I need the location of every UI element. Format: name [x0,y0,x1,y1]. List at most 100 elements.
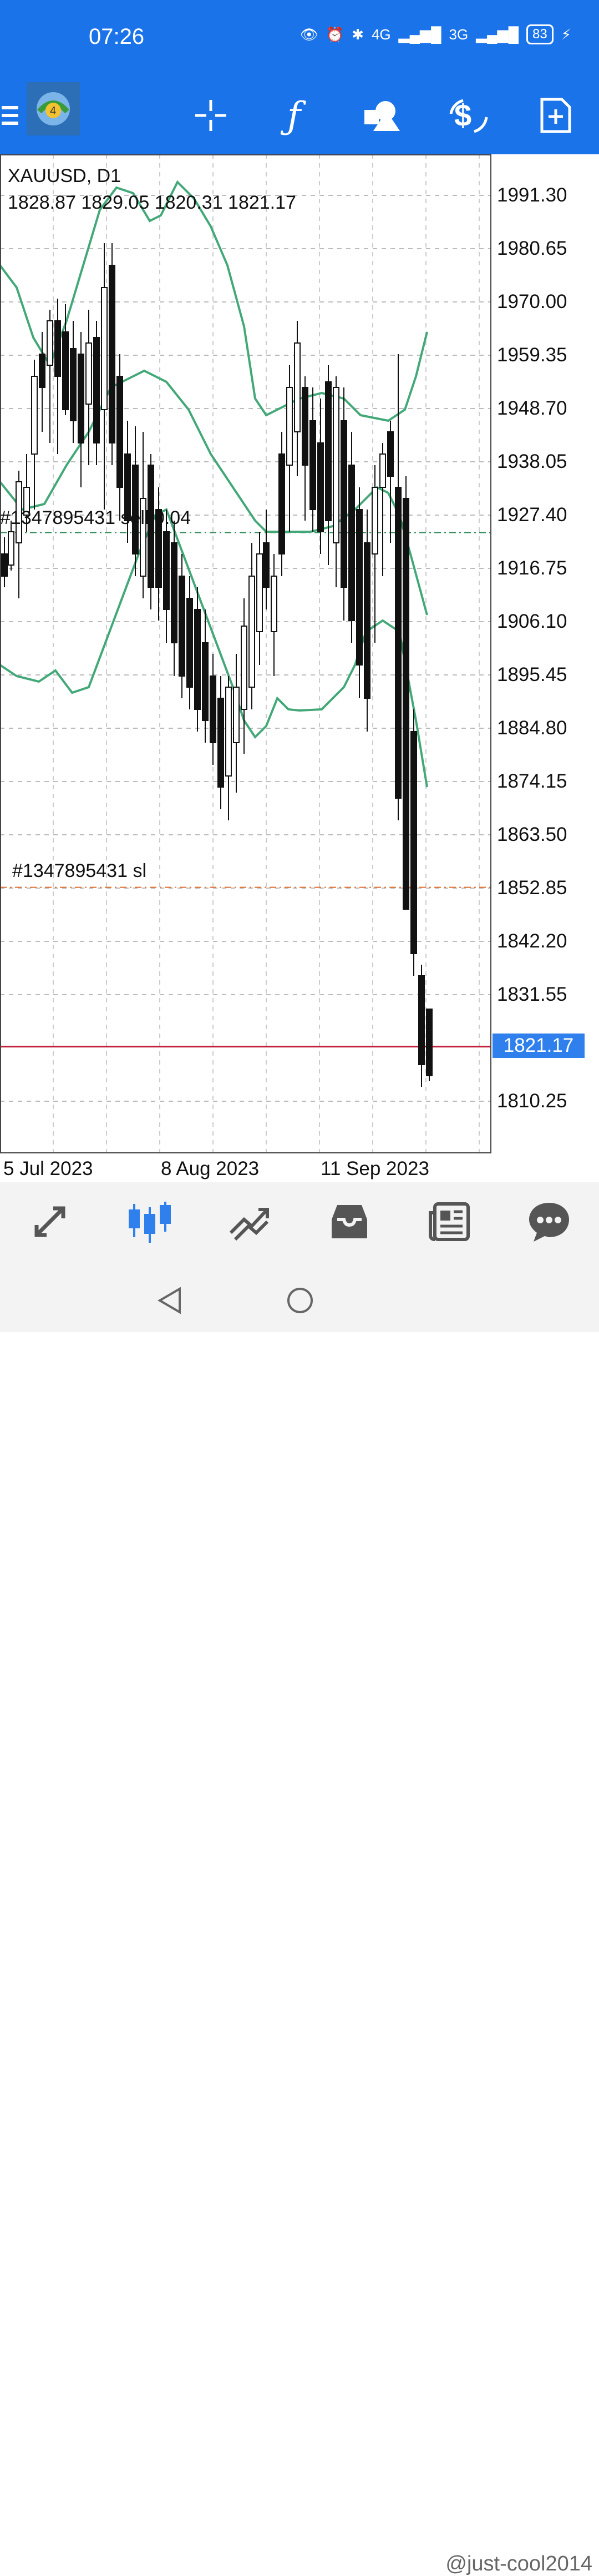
alarm-icon: ⏰ [326,26,344,43]
sell-order-label: #1347895431 sell 0.04 [0,507,191,528]
trade-icon[interactable] [216,1194,283,1249]
crosshair-icon[interactable] [189,77,233,154]
candle-body [163,531,170,610]
candle-body [341,420,347,588]
candle-body [286,387,293,466]
candle-body [379,453,386,488]
home-icon[interactable] [285,1286,315,1318]
symbol-timeframe: XAUUSD, D1 [8,165,121,186]
watermark: @just-cool2014 [445,2552,592,2575]
candle-body [54,320,61,377]
candle-body [225,687,232,777]
candle-body [16,481,22,543]
history-icon[interactable] [316,1194,383,1249]
candle-body [256,553,263,632]
system-nav-bar: @just-cool2014 [0,1261,599,2575]
candle-body [418,975,425,1065]
candle-body [1,553,8,577]
news-icon[interactable] [416,1194,483,1249]
candle-body [217,698,224,788]
price-axis-label: 1810.25 [497,1090,567,1112]
candle-body [403,498,409,910]
candle-body [317,442,324,532]
network-4g: 4G [371,26,391,43]
eye-icon: 👁 [300,26,318,43]
bottom-nav [0,1182,599,1261]
indicator-f-icon[interactable]: ƒ [287,94,301,137]
current-price-tag: 1821.17 [493,1034,585,1058]
status-bar: 07:26 👁 ⏰ ✱ 4G ▂▄▆█ 3G ▂▄▆█ 83 ⚡ [0,0,599,77]
app-logo-icon[interactable]: 4 [27,82,80,135]
price-axis-label: 1959.35 [497,344,567,366]
candle-body [263,542,270,588]
price-axis-label: 1991.30 [497,184,567,206]
date-label: 5 Jul 2023 [3,1158,93,1179]
objects-icon[interactable] [359,77,404,154]
back-icon[interactable] [156,1287,184,1317]
price-axis-label: 1831.55 [497,984,567,1005]
toolbar: 4 ƒ $ [0,77,599,154]
chart-area[interactable]: XAUUSD, D1 1828.87 1829.05 1820.31 1821.… [0,154,599,1182]
price-axis-label: 1948.70 [497,397,567,419]
messages-icon[interactable] [516,1194,582,1249]
candle-body [194,609,201,710]
candle-body [116,376,123,488]
menu-icon[interactable] [0,77,20,154]
candle-body [85,342,92,405]
candle-body [124,453,131,521]
price-axis-label: 1970.00 [497,291,567,312]
bollinger-upper-line [0,180,428,422]
candle-body [179,576,185,677]
candle-body [372,487,378,554]
sl-order-label: #1347895431 sl [12,860,147,881]
new-order-icon[interactable] [534,77,578,154]
candle-body [294,342,301,432]
price-axis-label: 1863.50 [497,824,567,845]
candle-body [210,675,216,743]
trade-icon[interactable]: $ [444,77,494,154]
price-axis-label: 1884.80 [497,717,567,739]
candle-body [8,531,14,566]
price-chart[interactable] [0,154,599,1182]
price-axis-label: 1874.15 [497,770,567,792]
candle-body [271,576,277,632]
candle-body [70,348,77,421]
ohlc-values: 1828.87 1829.05 1820.31 1821.17 [8,192,296,213]
candle-body [325,381,332,521]
price-axis-label: 1852.85 [497,877,567,899]
price-axis-label: 1938.05 [497,451,567,472]
price-axis-label: 1916.75 [497,557,567,579]
candle-body [101,287,108,410]
candle-body [78,354,84,443]
signal-icon-2: ▂▄▆█ [476,26,519,43]
candle-body [47,320,53,366]
date-label: 8 Aug 2023 [161,1158,260,1179]
candle-body [39,354,45,388]
price-axis-label: 1842.20 [497,930,567,952]
candle-body [148,465,154,588]
date-label: 11 Sep 2023 [321,1158,429,1179]
candle-body [348,465,355,621]
candle-body [171,542,177,643]
candle-body [410,731,417,954]
chart-frame [0,154,491,1153]
price-axis-label: 1906.10 [497,611,567,632]
candle-body [109,265,115,443]
price-axis-label: 1980.65 [497,238,567,259]
signal-icon: ▂▄▆█ [398,26,441,43]
quotes-icon[interactable] [17,1194,83,1249]
candle-body [186,598,193,688]
candle-body [278,453,285,554]
chart-icon[interactable] [116,1194,183,1249]
candle-body [23,487,30,516]
candle-body [132,465,139,554]
candle-body [248,576,255,688]
candle-body [387,431,394,477]
candle-body [364,542,370,699]
candle-body [31,376,38,455]
candle-body [140,498,146,577]
network-3g: 3G [449,26,469,43]
svg-text:4: 4 [50,105,56,117]
candle-body [426,1009,433,1076]
candle-body [202,642,209,721]
